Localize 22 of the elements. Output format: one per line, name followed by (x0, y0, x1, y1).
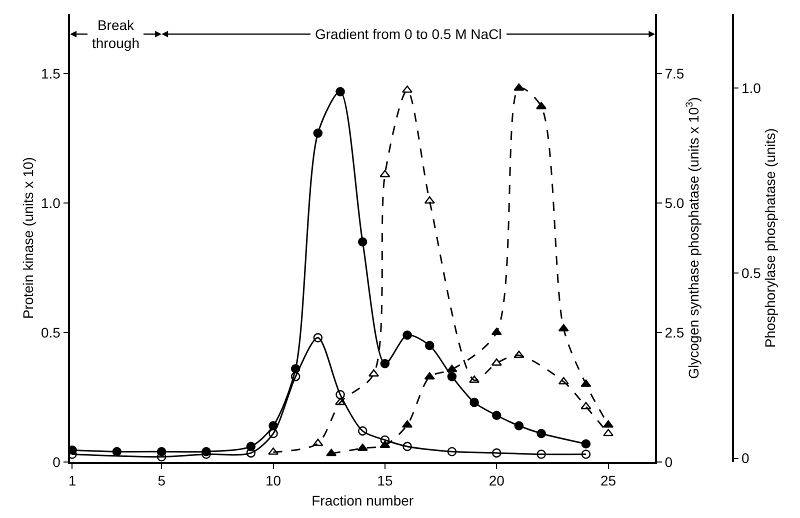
x-tick-label: 5 (158, 472, 166, 489)
annotation: Gradient from 0 to 0.5 M NaCl (315, 26, 502, 42)
y2-tick-label: 0 (664, 454, 673, 470)
y-tick-label: 0 (52, 454, 61, 470)
y2-tick-label: 2.5 (664, 324, 684, 340)
y-tick-label: 0.5 (40, 324, 61, 340)
x-tick-label: 25 (600, 472, 616, 489)
y-axis-title: Protein kinase (units x 10) (20, 157, 36, 319)
y3-tick-label: 0 (741, 450, 750, 466)
y3-tick-label: 1.0 (741, 80, 762, 96)
x-tick-label: 15 (377, 472, 393, 489)
x-tick-label: 20 (488, 472, 505, 489)
y3-tick-label: 0.5 (741, 265, 762, 282)
y2-tick-label: 7.5 (664, 65, 684, 82)
x-tick-label: 10 (265, 472, 282, 489)
y-tick-label: 1.5 (40, 65, 61, 82)
x-tick-label: 1 (68, 472, 76, 489)
x-axis-title: Fraction number (312, 492, 414, 508)
annotation: Break through (92, 17, 140, 52)
y3-axis-title: Phosphorylase phosphatase (units) (762, 128, 778, 348)
y-tick-label: 1.0 (40, 194, 61, 211)
y2-tick-label: 5.0 (664, 194, 684, 211)
